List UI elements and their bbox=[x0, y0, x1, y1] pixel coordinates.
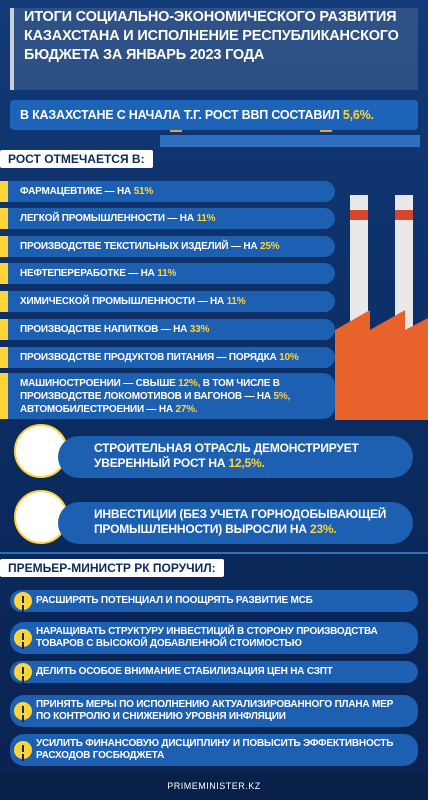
divider bbox=[0, 552, 428, 554]
highlight: 5,6%. bbox=[342, 108, 374, 122]
text-part: ПРОИЗВОДСТВЕ ТЕКСТИЛЬНЫХ ИЗДЕЛИЙ — НА bbox=[20, 241, 258, 252]
text-part: ПРОИЗВОДСТВЕ ПРОДУКТОВ ПИТАНИЯ — ПОРЯДКА bbox=[20, 352, 277, 363]
warning-icon bbox=[14, 629, 32, 647]
title-line: КАЗАХСТАНА И ИСПОЛНЕНИЕ РЕСПУБЛИКАНСКОГО bbox=[24, 28, 399, 44]
order-text: РАСШИРЯТЬ ПОТЕНЦИАЛ И ПООЩРЯТЬ РАЗВИТИЕ … bbox=[36, 595, 313, 606]
text-part: ПРОИЗВОДСТВЕ НАПИТКОВ — НА bbox=[20, 324, 188, 335]
construction-block: СТРОИТЕЛЬНАЯ ОТРАСЛЬ ДЕМОНСТРИРУЕТ УВЕРЕ… bbox=[58, 436, 413, 478]
gdp-banner: В КАЗАХСТАНЕ С НАЧАЛА Т.Г. РОСТ ВВП СОСТ… bbox=[10, 100, 418, 130]
text: МАШИНОСТРОЕНИИ — СВЫШЕ 12%, В ТОМ ЧИСЛЕ … bbox=[20, 377, 335, 416]
growth-item: ХИМИЧЕСКОЙ ПРОМЫШЛЕННОСТИ — НА 11% bbox=[0, 291, 335, 312]
chimney bbox=[350, 195, 368, 335]
text: ПРОИЗВОДСТВЕ НАПИТКОВ — НА 33% bbox=[20, 323, 209, 336]
title: ИТОГИ СОЦИАЛЬНО-ЭКОНОМИЧЕСКОГО РАЗВИТИЯ … bbox=[10, 8, 418, 90]
highlight: 51% bbox=[133, 186, 154, 197]
highlight: 11% bbox=[157, 268, 177, 279]
text: ПРОИЗВОДСТВЕ ТЕКСТИЛЬНЫХ ИЗДЕЛИЙ — НА 25… bbox=[20, 240, 280, 253]
order-text: ДЕЛИТЬ ОСОБОЕ ВНИМАНИЕ СТАБИЛИЗАЦИЯ ЦЕН … bbox=[36, 666, 333, 677]
warning-icon bbox=[14, 702, 32, 720]
section-label: ПРЕМЬЕР-МИНИСТР РК ПОРУЧИЛ: bbox=[0, 559, 224, 577]
warning-icon bbox=[14, 663, 32, 681]
text: НЕФТЕПЕРЕРАБОТКЕ — НА 11% bbox=[20, 267, 176, 280]
growth-item: ПРОИЗВОДСТВЕ НАПИТКОВ — НА 33% bbox=[0, 319, 335, 340]
chimney bbox=[395, 195, 413, 335]
investments-block: ИНВЕСТИЦИИ (БЕЗ УЧЕТА ГОРНОДОБЫВАЮЩЕЙ ПР… bbox=[58, 502, 413, 544]
highlight: 11% bbox=[196, 213, 216, 224]
highlight: 23%. bbox=[309, 522, 337, 536]
factory bbox=[335, 310, 428, 420]
order-item: УСИЛИТЬ ФИНАНСОВУЮ ДИСЦИПЛИНУ И ПОВЫСИТЬ… bbox=[10, 734, 418, 766]
growth-item: ЛЕГКОЙ ПРОМЫШЛЕННОСТИ — НА 11% bbox=[0, 208, 335, 229]
text: СТРОИТЕЛЬНАЯ ОТРАСЛЬ ДЕМОНСТРИРУЕТ УВЕРЕ… bbox=[94, 441, 359, 470]
highlight: 12,5%. bbox=[228, 456, 265, 470]
order-item: РАСШИРЯТЬ ПОТЕНЦИАЛ И ПООЩРЯТЬ РАЗВИТИЕ … bbox=[10, 590, 418, 612]
highlight: 10% bbox=[279, 352, 299, 363]
text: ФАРМАЦЕВТИКЕ — НА 51% bbox=[20, 185, 153, 198]
footer-site: PRIMEMINISTER.KZ bbox=[167, 781, 261, 791]
text-part: ИНВЕСТИЦИИ (БЕЗ УЧЕТА ГОРНОДОБЫВАЮЩЕЙ ПР… bbox=[94, 507, 387, 536]
highlight: 12%, bbox=[178, 377, 201, 389]
footer-bar bbox=[0, 772, 428, 800]
chimney-stripe bbox=[395, 210, 413, 220]
text: В КАЗАХСТАНЕ С НАЧАЛА Т.Г. РОСТ ВВП СОСТ… bbox=[20, 108, 374, 122]
chimney-stripe bbox=[350, 210, 368, 220]
text-part: ЛЕГКОЙ ПРОМЫШЛЕННОСТИ — НА bbox=[20, 213, 194, 224]
warning-icon bbox=[14, 592, 32, 610]
highlight: 27%. bbox=[175, 403, 198, 415]
text-part: В ТОМ ЧИСЛЕ В ПРОИЗВОДСТВЕ ЛОКОМОТИВОВ И… bbox=[20, 377, 280, 402]
warning-icon bbox=[14, 741, 32, 759]
text: ХИМИЧЕСКОЙ ПРОМЫШЛЕННОСТИ — НА 11% bbox=[20, 295, 246, 308]
order-item: ДЕЛИТЬ ОСОБОЕ ВНИМАНИЕ СТАБИЛИЗАЦИЯ ЦЕН … bbox=[10, 661, 418, 683]
text-part: В КАЗАХСТАНЕ С НАЧАЛА Т.Г. РОСТ ВВП СОСТ… bbox=[20, 108, 340, 122]
title-line: ИТОГИ СОЦИАЛЬНО-ЭКОНОМИЧЕСКОГО РАЗВИТИЯ bbox=[24, 9, 397, 25]
order-item: НАРАЩИВАТЬ СТРУКТУРУ ИНВЕСТИЦИЙ В СТОРОН… bbox=[10, 622, 418, 654]
order-text: НАРАЩИВАТЬ СТРУКТУРУ ИНВЕСТИЦИЙ В СТОРОН… bbox=[36, 626, 378, 649]
text-part: НЕФТЕПЕРЕРАБОТКЕ — НА bbox=[20, 268, 155, 279]
text-part: ФАРМАЦЕВТИКЕ — НА bbox=[20, 186, 132, 197]
growth-item: НЕФТЕПЕРЕРАБОТКЕ — НА 11% bbox=[0, 263, 335, 284]
growth-item: ПРОИЗВОДСТВЕ ТЕКСТИЛЬНЫХ ИЗДЕЛИЙ — НА 25… bbox=[0, 236, 335, 257]
title-line: БЮДЖЕТА ЗА ЯНВАРЬ 2023 ГОДА bbox=[24, 47, 265, 63]
text-part: СТРОИТЕЛЬНАЯ ОТРАСЛЬ ДЕМОНСТРИРУЕТ УВЕРЕ… bbox=[94, 441, 359, 470]
text-part: ХИМИЧЕСКОЙ ПРОМЫШЛЕННОСТИ — НА bbox=[20, 296, 224, 307]
highlight: 11% bbox=[226, 296, 246, 307]
order-text: УСИЛИТЬ ФИНАНСОВУЮ ДИСЦИПЛИНУ И ПОВЫСИТЬ… bbox=[36, 738, 394, 761]
growth-item: ПРОИЗВОДСТВЕ ПРОДУКТОВ ПИТАНИЯ — ПОРЯДКА… bbox=[0, 347, 335, 368]
conveyor bbox=[160, 135, 420, 147]
highlight: 25% bbox=[259, 241, 280, 252]
text: ИНВЕСТИЦИИ (БЕЗ УЧЕТА ГОРНОДОБЫВАЮЩЕЙ ПР… bbox=[94, 507, 386, 536]
text-part: МАШИНОСТРОЕНИИ — СВЫШЕ bbox=[20, 377, 176, 389]
growth-item: ФАРМАЦЕВТИКЕ — НА 51% bbox=[0, 181, 335, 202]
growth-item: МАШИНОСТРОЕНИИ — СВЫШЕ 12%, В ТОМ ЧИСЛЕ … bbox=[0, 373, 335, 419]
text: ЛЕГКОЙ ПРОМЫШЛЕННОСТИ — НА 11% bbox=[20, 212, 216, 225]
highlight: 5%, bbox=[273, 390, 291, 402]
highlight: 33% bbox=[189, 324, 210, 335]
order-text: ПРИНЯТЬ МЕРЫ ПО ИСПОЛНЕНИЮ АКТУАЛИЗИРОВА… bbox=[36, 699, 394, 722]
text: ПРОИЗВОДСТВЕ ПРОДУКТОВ ПИТАНИЯ — ПОРЯДКА… bbox=[20, 351, 299, 364]
text-part: АВТОМОБИЛЕСТРОЕНИИ — НА bbox=[20, 403, 173, 415]
order-item: ПРИНЯТЬ МЕРЫ ПО ИСПОЛНЕНИЮ АКТУАЛИЗИРОВА… bbox=[10, 695, 418, 727]
section-label: РОСТ ОТМЕЧАЕТСЯ В: bbox=[0, 150, 153, 168]
